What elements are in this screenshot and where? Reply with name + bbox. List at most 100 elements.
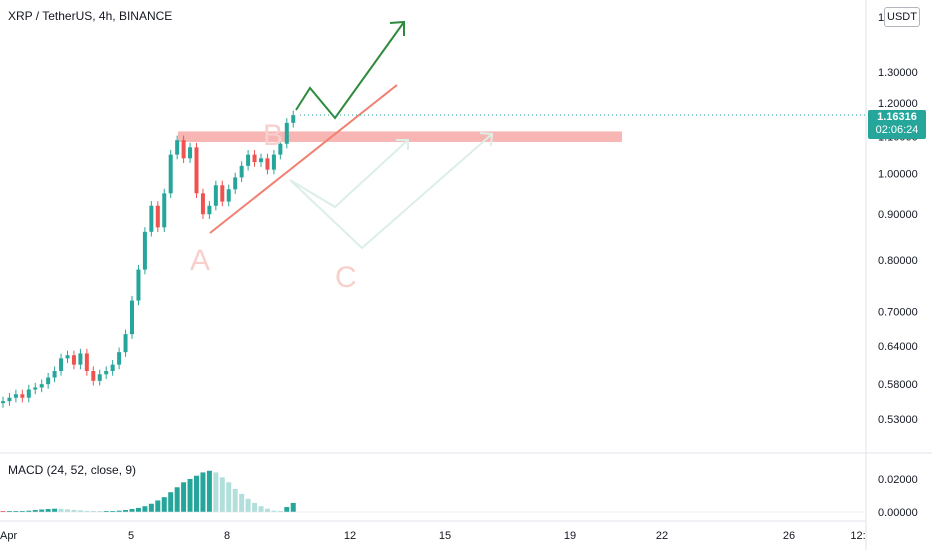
macd-bar <box>161 497 167 512</box>
candle <box>71 350 76 370</box>
candle <box>213 180 218 211</box>
candle <box>252 150 257 167</box>
macd-histogram <box>0 470 866 513</box>
macd-bar <box>65 509 70 512</box>
macd-bar <box>103 511 109 512</box>
price-tick-label: 0.58000 <box>878 379 918 391</box>
price-tick-label: 0.70000 <box>878 306 918 318</box>
macd-bar <box>194 475 199 512</box>
candle <box>207 201 212 219</box>
projection-arrow <box>295 21 405 120</box>
faint-projection-path <box>289 133 493 250</box>
candle <box>33 382 38 395</box>
bar-countdown-label: 02:06:24 <box>875 124 919 136</box>
time-tick-label: 26 <box>783 530 795 542</box>
macd-bar <box>123 510 129 512</box>
macd-bar <box>6 511 12 512</box>
macd-bar <box>0 511 6 512</box>
price-tick-label: 0.53000 <box>878 414 918 426</box>
macd-bar <box>219 477 225 512</box>
macd-bar <box>71 510 77 512</box>
candle <box>291 110 296 128</box>
price-tick-label: 0.64000 <box>878 341 918 353</box>
macd-bar <box>200 472 206 512</box>
macd-bar <box>155 500 161 512</box>
candle <box>97 369 102 386</box>
macd-bar <box>32 510 38 512</box>
candle <box>52 366 57 383</box>
price-tick-label: 1.30000 <box>878 67 918 79</box>
candle <box>271 150 276 175</box>
macd-bar <box>110 511 116 512</box>
faint-projection-path <box>289 139 409 209</box>
macd-bar <box>90 511 96 512</box>
time-tick-label: 5 <box>128 530 134 542</box>
candle <box>155 201 160 233</box>
macd-bar <box>181 482 187 512</box>
candle <box>136 264 141 306</box>
macd-bar <box>148 503 154 512</box>
candle <box>84 348 89 376</box>
time-tick-label: 15 <box>439 530 451 542</box>
time-tick-label: 12 <box>344 530 356 542</box>
macd-bar <box>77 510 83 512</box>
trendline <box>209 84 398 234</box>
macd-bar <box>168 492 174 512</box>
candle <box>78 348 83 370</box>
candle <box>7 393 12 406</box>
macd-bar <box>271 510 277 512</box>
macd-bar <box>239 493 245 512</box>
candle <box>104 366 109 379</box>
candle <box>1 396 5 408</box>
candle <box>20 389 25 403</box>
macd-bar <box>174 487 180 512</box>
candle <box>110 360 115 376</box>
drawings: A B C <box>190 20 866 294</box>
macd-bar <box>52 508 58 512</box>
macd-bar <box>116 510 122 512</box>
macd-bar <box>13 511 19 512</box>
macd-bar <box>97 511 103 512</box>
candle <box>130 295 134 339</box>
candle <box>91 366 96 386</box>
macd-bar <box>187 479 193 512</box>
chart-title: XRP / TetherUS, 4h, BINANCE <box>8 9 173 23</box>
candle <box>246 150 251 171</box>
candle <box>142 227 147 275</box>
macd-bar <box>213 472 219 512</box>
macd-bar <box>84 510 90 512</box>
macd-bar <box>264 508 270 512</box>
candle <box>26 384 31 403</box>
macd-bar <box>26 510 32 512</box>
candle <box>265 153 270 175</box>
macd-bar <box>252 502 258 512</box>
price-tick-label: 1.20000 <box>878 98 918 110</box>
candle <box>188 142 193 164</box>
candle <box>220 180 225 207</box>
price-tick-label: 0.80000 <box>878 255 918 267</box>
currency-unit-button[interactable]: USDT <box>884 7 920 27</box>
price-tick-label: 0.90000 <box>878 209 918 221</box>
macd-bar <box>45 509 51 512</box>
macd-label: MACD (24, 52, close, 9) <box>8 463 137 477</box>
candle <box>65 350 70 364</box>
faint-arrowhead <box>396 139 409 150</box>
macd-bar <box>19 511 25 512</box>
candle <box>259 153 263 167</box>
candle <box>123 329 128 357</box>
candle <box>149 201 154 237</box>
macd-bar <box>39 509 45 512</box>
macd-tick-label: 0.02000 <box>878 474 918 486</box>
current-price-badge: 1.16316 02:06:24 <box>868 110 926 139</box>
macd-bar <box>129 509 135 512</box>
candle <box>233 172 238 194</box>
candle <box>59 353 64 376</box>
wave-label-b: B <box>263 119 283 152</box>
candle <box>46 372 51 389</box>
candle <box>117 347 122 370</box>
candle <box>13 389 18 403</box>
resistance-zone-rect <box>178 131 622 142</box>
candle <box>162 188 167 233</box>
candle <box>200 188 205 219</box>
